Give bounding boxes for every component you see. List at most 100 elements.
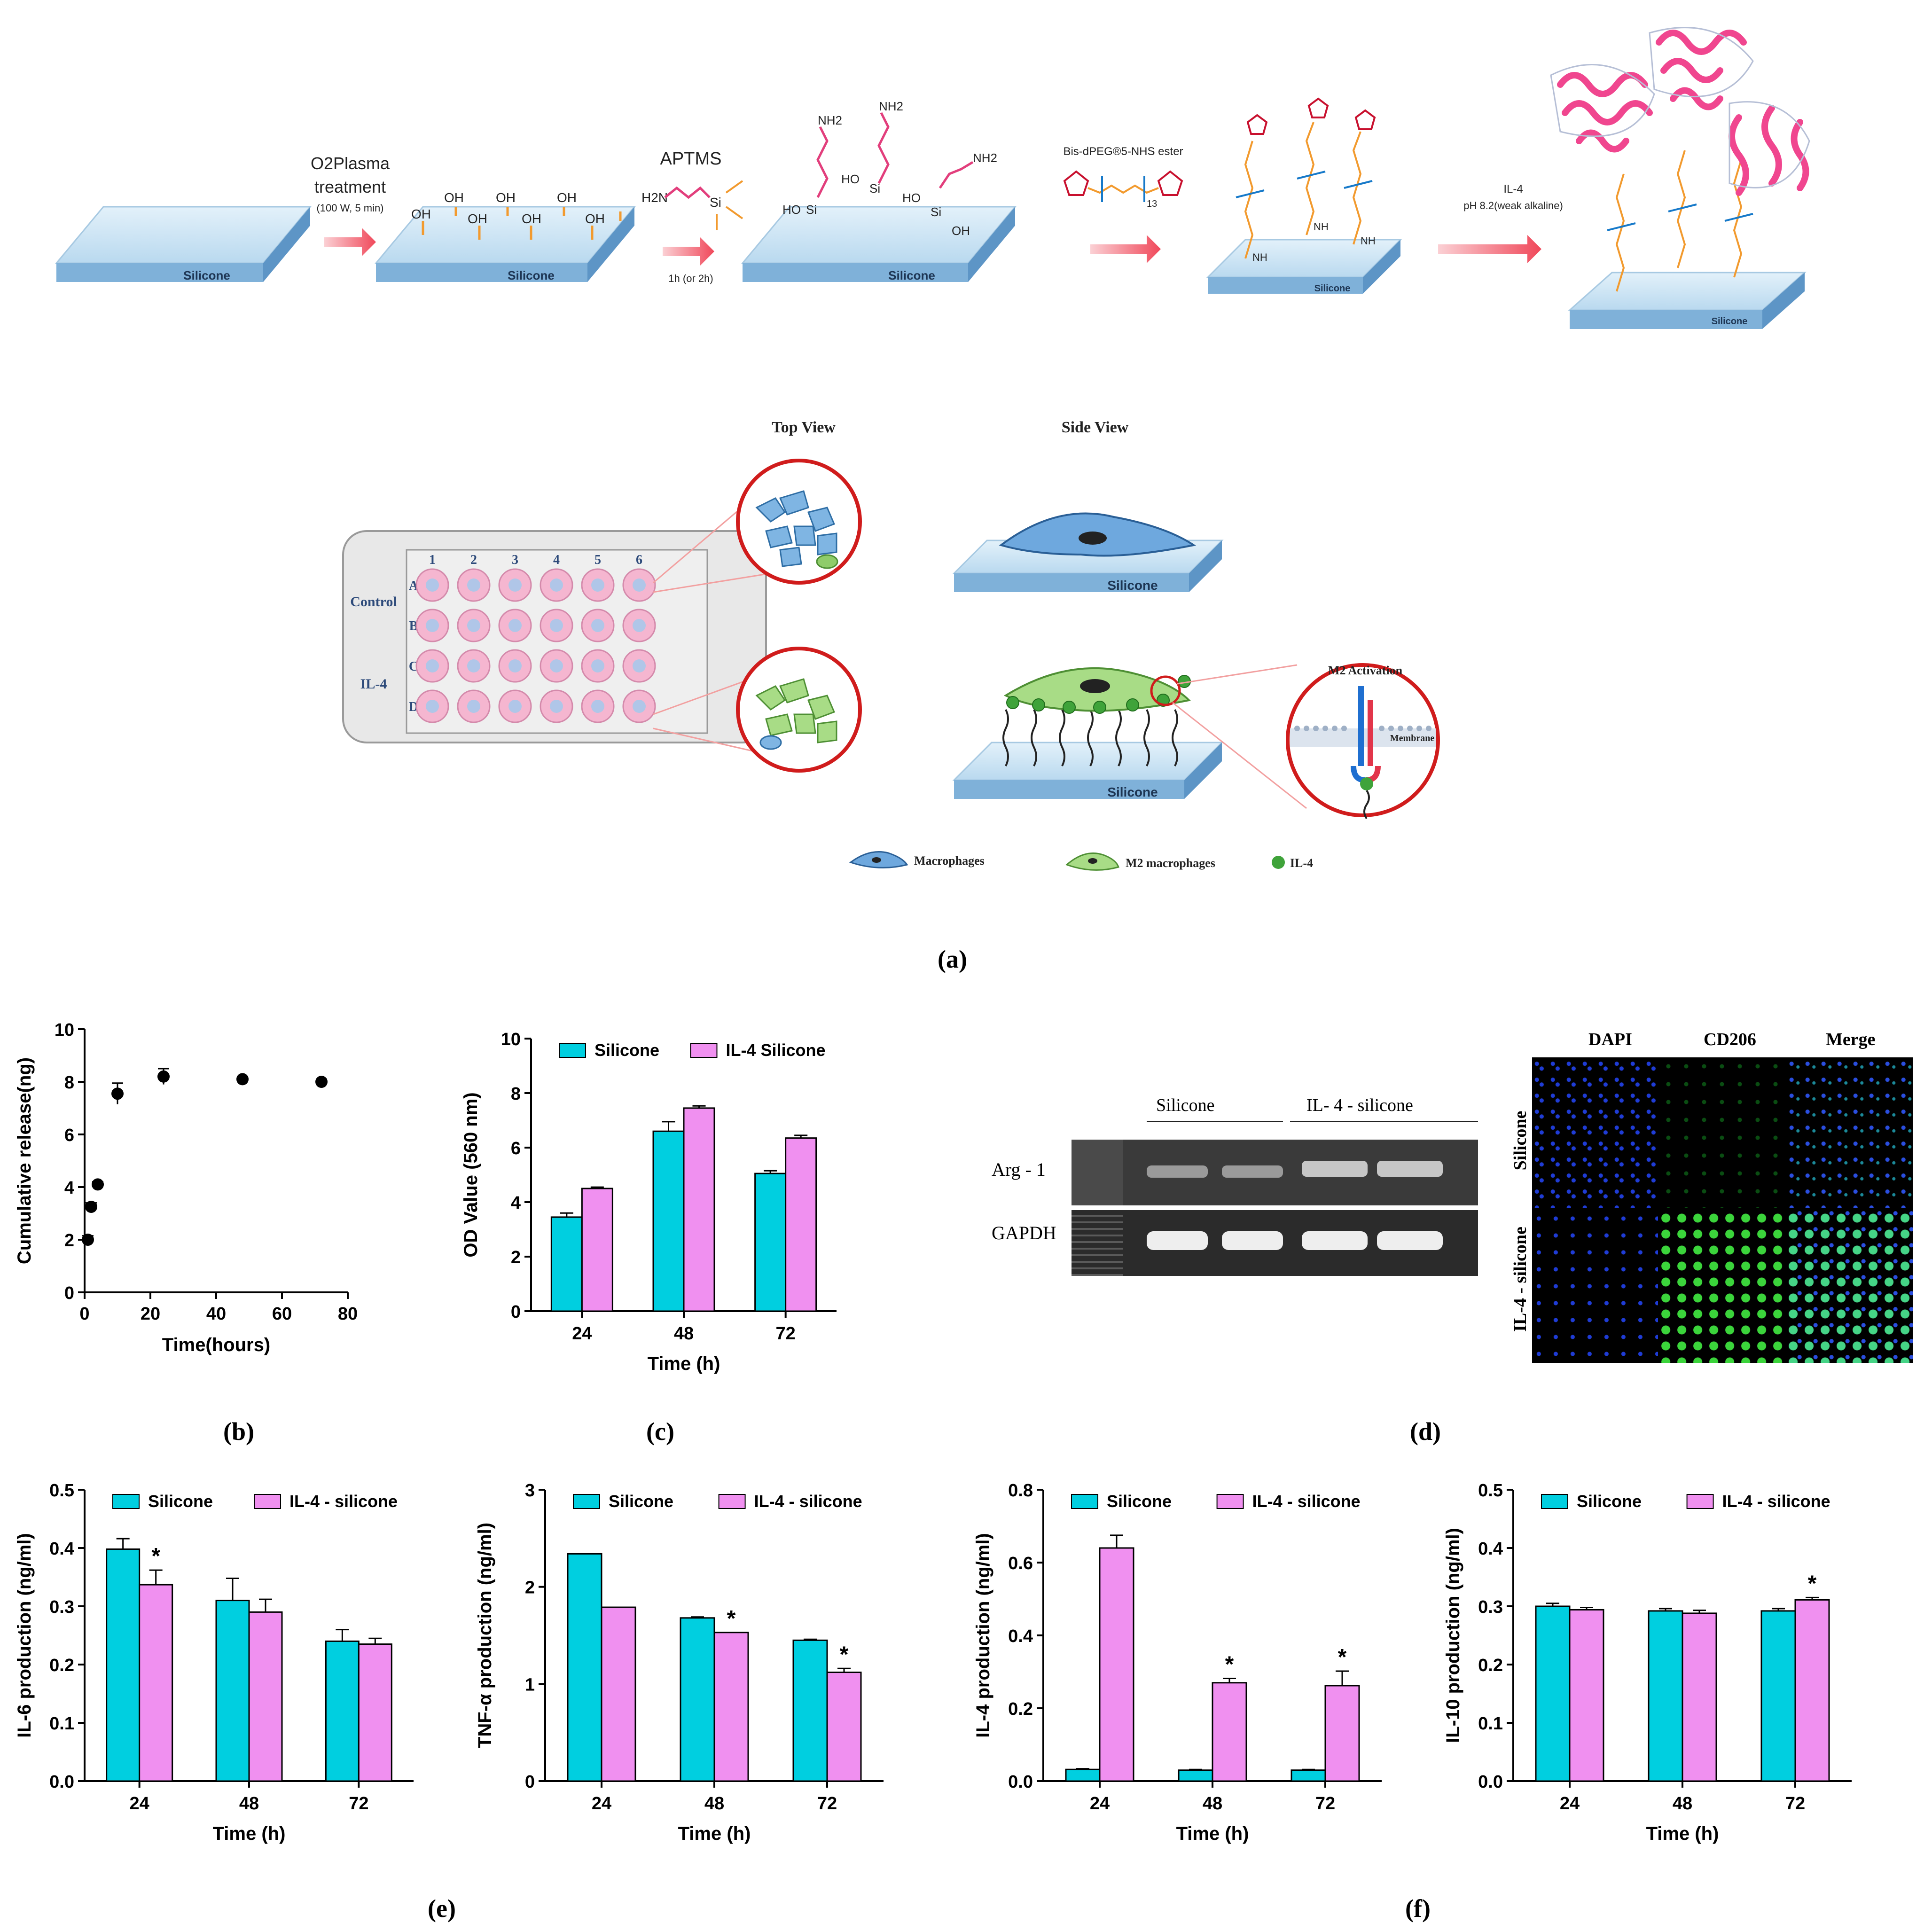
y-tick-label: 1 (525, 1675, 535, 1695)
micro-il4-cd206 (1659, 1210, 1785, 1363)
y-tick-label: 2 (64, 1231, 74, 1251)
y-tick-label: 4 (64, 1178, 74, 1198)
bar (785, 1137, 817, 1312)
data-point (85, 1201, 97, 1213)
x-tick-label: 20 (141, 1304, 160, 1324)
significance-star: * (1225, 1652, 1234, 1677)
y-tick-label: 0.6 (1008, 1554, 1033, 1573)
x-axis-label: Time (h) (1646, 1823, 1719, 1844)
oh-label: OH (444, 190, 464, 205)
panel-label-e: (e) (428, 1894, 456, 1923)
x-tick-label: 40 (206, 1304, 226, 1324)
x-tick-label: 24 (1560, 1794, 1580, 1814)
legend-swatch (112, 1494, 140, 1509)
x-axis-label: Time(hours) (162, 1335, 270, 1355)
plate-column-label: 2 (470, 553, 477, 567)
x-tick-label: 72 (1785, 1794, 1805, 1814)
legend-label: IL-4 - silicone (289, 1492, 398, 1511)
legend-swatch (690, 1043, 718, 1058)
significance-star: * (151, 1544, 160, 1569)
x-tick-label: 72 (1315, 1794, 1335, 1814)
y-axis-label: IL-6 production (ng/ml) (14, 1533, 35, 1738)
oh-label: OH (557, 190, 577, 205)
legend-swatch (1216, 1494, 1244, 1509)
well-cells (426, 700, 439, 713)
legend-label: Silicone (609, 1492, 673, 1511)
well-cells (550, 619, 563, 632)
amine-label: NH2 (818, 113, 842, 127)
legend-label: IL-4 Silicone (726, 1040, 826, 1060)
well-cells (550, 659, 563, 672)
gel-band (1377, 1231, 1443, 1250)
y-tick-label: 0.3 (1478, 1597, 1503, 1617)
step-1-detail: (100 W, 5 min) (316, 202, 383, 214)
micro-silicone-cd206 (1659, 1057, 1785, 1208)
y-tick-label: 0.2 (1008, 1699, 1033, 1719)
y-tick-label: 0.0 (1008, 1772, 1033, 1792)
bar (1535, 1605, 1571, 1782)
step-4-detail: pH 8.2(weak alkaline) (1463, 200, 1563, 211)
top-view-zoom-control (653, 459, 862, 593)
x-tick-label: 72 (817, 1794, 837, 1814)
step-2-detail: 1h (or 2h) (668, 273, 713, 284)
bar (826, 1672, 862, 1782)
bar (683, 1107, 715, 1312)
micro-il4-dapi (1532, 1210, 1658, 1363)
well-cells (426, 619, 439, 632)
micro-col-dapi: DAPI (1588, 1030, 1632, 1049)
bar (1794, 1599, 1830, 1782)
bar (1682, 1612, 1717, 1782)
il4-protein (1729, 105, 1809, 196)
legend-swatch (559, 1043, 586, 1058)
membrane-label: Membrane (1390, 733, 1435, 743)
amine-label: NH2 (973, 151, 997, 165)
bar (1291, 1769, 1326, 1782)
well-cells (508, 579, 522, 592)
bar (358, 1643, 392, 1782)
x-tick-label: 24 (592, 1794, 611, 1814)
legend-swatch (1071, 1494, 1098, 1509)
well-cells (467, 659, 480, 672)
bar (325, 1640, 360, 1782)
x-tick-label: 48 (239, 1794, 259, 1814)
bar (1178, 1769, 1213, 1782)
step-3-title: Bis-dPEG®5-NHS ester (1063, 145, 1183, 158)
step-1-arrow: O2Plasma treatment (100 W, 5 min) (311, 154, 390, 256)
y-axis-label: OD Value (560 nm) (461, 1092, 481, 1257)
panel-label-f: (f) (1405, 1894, 1431, 1923)
bar (581, 1188, 613, 1312)
y-tick-label: 0.5 (1478, 1481, 1503, 1501)
y-tick-label: 0.2 (1478, 1656, 1503, 1675)
y-tick-label: 0.8 (1008, 1481, 1033, 1501)
gel-band (1222, 1165, 1283, 1178)
x-axis-label: Time (h) (1176, 1823, 1249, 1844)
legend-label: Silicone (1577, 1492, 1642, 1511)
y-axis-label: IL-10 production (ng/ml) (1443, 1528, 1463, 1743)
y-tick-label: 2 (511, 1248, 521, 1267)
y-tick-label: 0.1 (49, 1714, 74, 1734)
legend-swatch (1686, 1494, 1714, 1509)
micro-col-merge: Merge (1826, 1030, 1876, 1049)
y-tick-label: 10 (501, 1030, 521, 1049)
bar (106, 1548, 141, 1782)
silicone-slab-4: Silicone NH NH NH (1206, 97, 1402, 294)
legend-label: Silicone (1107, 1492, 1172, 1511)
ho-label: HO (902, 191, 921, 205)
x-tick-label: 48 (1203, 1794, 1222, 1814)
y-tick-label: 0.2 (49, 1656, 74, 1675)
bar (1099, 1547, 1134, 1782)
bar (680, 1617, 715, 1782)
top-view-label: Top View (772, 419, 836, 436)
group-control-label: Control (350, 594, 397, 610)
bar (550, 1216, 583, 1312)
well-cells (426, 579, 439, 592)
micro-il4-merge (1787, 1210, 1913, 1363)
legend-swatch (254, 1494, 281, 1509)
gel-row-arg1: Arg - 1 (992, 1159, 1046, 1180)
y-tick-label: 0.0 (49, 1772, 74, 1792)
bar (1324, 1685, 1360, 1782)
il4-protein (1656, 30, 1747, 110)
y-tick-label: 6 (511, 1139, 521, 1158)
